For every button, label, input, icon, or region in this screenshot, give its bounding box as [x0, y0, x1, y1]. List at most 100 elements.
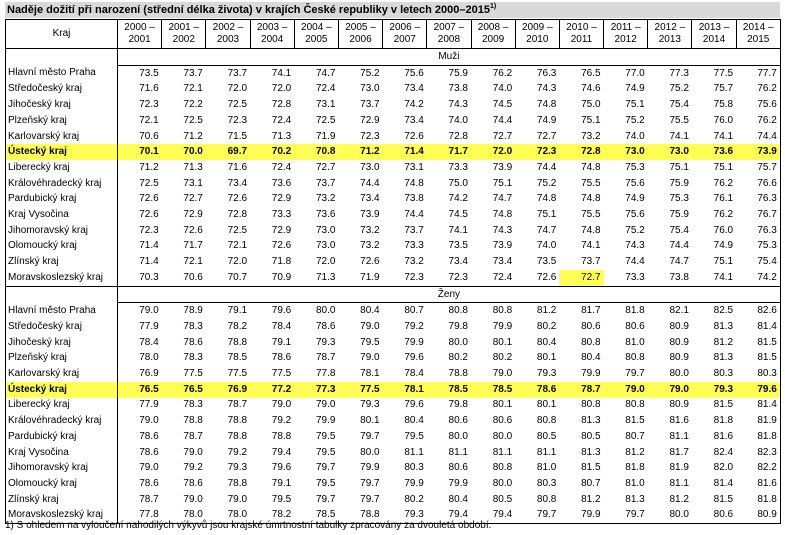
value-cell: 74.7 [536, 224, 557, 236]
value-cell: 80.2 [404, 493, 424, 505]
header-period-end: 2011 [570, 34, 593, 45]
header-period-start: 2001 – [168, 21, 200, 33]
value-cell: 79.9 [360, 462, 380, 474]
header-period-end: 2005 [305, 34, 328, 45]
value-cell: 79.7 [360, 430, 380, 442]
value-cell: 81.0 [625, 477, 645, 489]
value-cell: 78.0 [205, 507, 251, 525]
value-cell: 73.7 [183, 67, 203, 79]
value-cell: 80.2 [536, 320, 557, 332]
value-cell: 73.9 [492, 240, 513, 252]
header-period-end: 2002 [172, 34, 195, 45]
value-cell: 73.2 [581, 130, 601, 142]
header-period: 2012 –2013 [647, 19, 693, 49]
value-cell: 78.4 [271, 320, 292, 332]
value-cell: 75.9 [448, 67, 468, 79]
value-cell: 73.2 [404, 256, 424, 268]
value-cell: 80.1 [360, 415, 380, 427]
value-cell: 79.5 [315, 430, 336, 442]
table-row: Ústecký kraj 70.1 70.0 69.7 70.2 70.8 71.2 71.4… [5, 144, 781, 160]
value-cell: 79.4 [271, 446, 292, 458]
value-cell: 81.5 [713, 493, 734, 505]
value-cell: 80.0 [492, 430, 513, 442]
header-period: 2006 –2007 [382, 19, 428, 49]
value-cell: 76.5 [581, 67, 601, 79]
value-cell: 72.8 [227, 209, 248, 221]
value-cell: 79.5 [360, 336, 380, 348]
value-cell: 75.3 [736, 238, 781, 255]
value-cell: 77.5 [271, 368, 292, 380]
value-cell: 79.6 [404, 352, 424, 364]
value-cell: 79.0 [139, 305, 159, 317]
value-cell: 79.3 [536, 368, 557, 380]
region-name: Ústecký kraj [5, 144, 118, 160]
header-period-start: 2002 – [212, 21, 244, 33]
value-cell: 73.5 [448, 240, 468, 252]
region-name: Karlovarský kraj [5, 366, 118, 382]
table-row: Moravskoslezský kraj 77.8 78.0 78.0 78.2 78.5… [5, 507, 781, 525]
header-period-end: 2001 [128, 34, 151, 45]
region-name: Jihočeský kraj [5, 334, 118, 351]
value-cell: 75.5 [581, 209, 601, 221]
value-cell: 78.8 [227, 477, 248, 489]
value-cell: 71.2 [338, 144, 383, 160]
value-cell: 72.4 [315, 83, 336, 95]
header-period: 2014 –2015 [735, 19, 781, 49]
value-cell: 79.0 [183, 493, 203, 505]
header-period-end: 2012 [614, 34, 637, 45]
value-cell: 81.1 [669, 477, 689, 489]
value-cell: 74.1 [448, 224, 468, 236]
section-label: Muži [117, 48, 781, 66]
value-cell: 75.0 [581, 99, 601, 111]
value-cell: 72.3 [382, 269, 427, 287]
value-cell: 71.7 [183, 240, 203, 252]
value-cell: 72.5 [183, 114, 203, 126]
value-cell: 79.7 [360, 493, 380, 505]
value-cell: 73.6 [271, 177, 292, 189]
region-name: Kraj Vysočina [5, 444, 118, 461]
value-cell: 73.4 [227, 177, 248, 189]
value-cell: 75.3 [669, 193, 689, 205]
value-cell: 79.7 [625, 368, 645, 380]
value-cell: 80.5 [492, 493, 513, 505]
value-cell: 80.9 [669, 320, 689, 332]
value-cell: 80.4 [536, 336, 557, 348]
value-cell: 74.3 [492, 224, 513, 236]
value-cell: 78.8 [227, 336, 248, 348]
value-cell: 81.3 [581, 446, 601, 458]
value-cell: 79.5 [271, 493, 292, 505]
header-period-start: 2013 – [698, 21, 730, 33]
value-cell: 71.4 [139, 240, 159, 252]
value-cell: 76.7 [736, 207, 781, 223]
value-cell: 72.7 [559, 269, 604, 287]
value-cell: 71.3 [271, 130, 292, 142]
value-cell: 72.1 [183, 256, 203, 268]
value-cell: 78.7 [315, 352, 336, 364]
table-row: Zlínský kraj 71.4 72.1 72.0 71.8 72.0 72.6 73.2… [5, 254, 781, 270]
value-cell: 80.9 [736, 507, 781, 525]
header-period: 2007 –2008 [426, 19, 472, 49]
value-cell: 73.9 [492, 161, 513, 173]
value-cell: 78.8 [227, 415, 248, 427]
value-cell: 81.4 [736, 318, 781, 335]
table-row: Královéhradecký kraj 72.5 73.1 73.4 73.6 73.7… [5, 175, 781, 192]
value-cell: 81.3 [581, 415, 601, 427]
value-cell: 77.2 [250, 381, 295, 398]
table-title: Naděje dožití při narození (střední délk… [5, 2, 780, 18]
region-name: Jihočeský kraj [5, 97, 118, 113]
value-cell: 78.7 [139, 493, 159, 505]
value-cell: 73.4 [492, 256, 513, 268]
table-row: Královéhradecký kraj 79.0 78.8 78.8 79.2 79.9… [5, 413, 781, 429]
value-cell: 80.5 [536, 430, 557, 442]
value-cell: 80.3 [736, 366, 781, 382]
region-name: Karlovarský kraj [5, 128, 118, 145]
value-cell: 80.5 [581, 430, 601, 442]
value-cell: 80.1 [536, 399, 557, 411]
value-cell: 73.7 [404, 224, 424, 236]
value-cell: 70.7 [205, 269, 251, 287]
value-cell: 73.0 [360, 161, 380, 173]
table-row: Kraj Vysočina 78.6 79.0 79.2 79.4 79.5 80.0 81.… [5, 444, 781, 461]
value-cell: 77.9 [139, 320, 159, 332]
table-row: Jihočeský kraj 72.3 72.2 72.5 72.8 73.1 73.7 74… [5, 97, 781, 113]
table-row: Pardubický kraj 78.6 78.7 78.8 78.8 79.5 79.7 7… [5, 428, 781, 445]
